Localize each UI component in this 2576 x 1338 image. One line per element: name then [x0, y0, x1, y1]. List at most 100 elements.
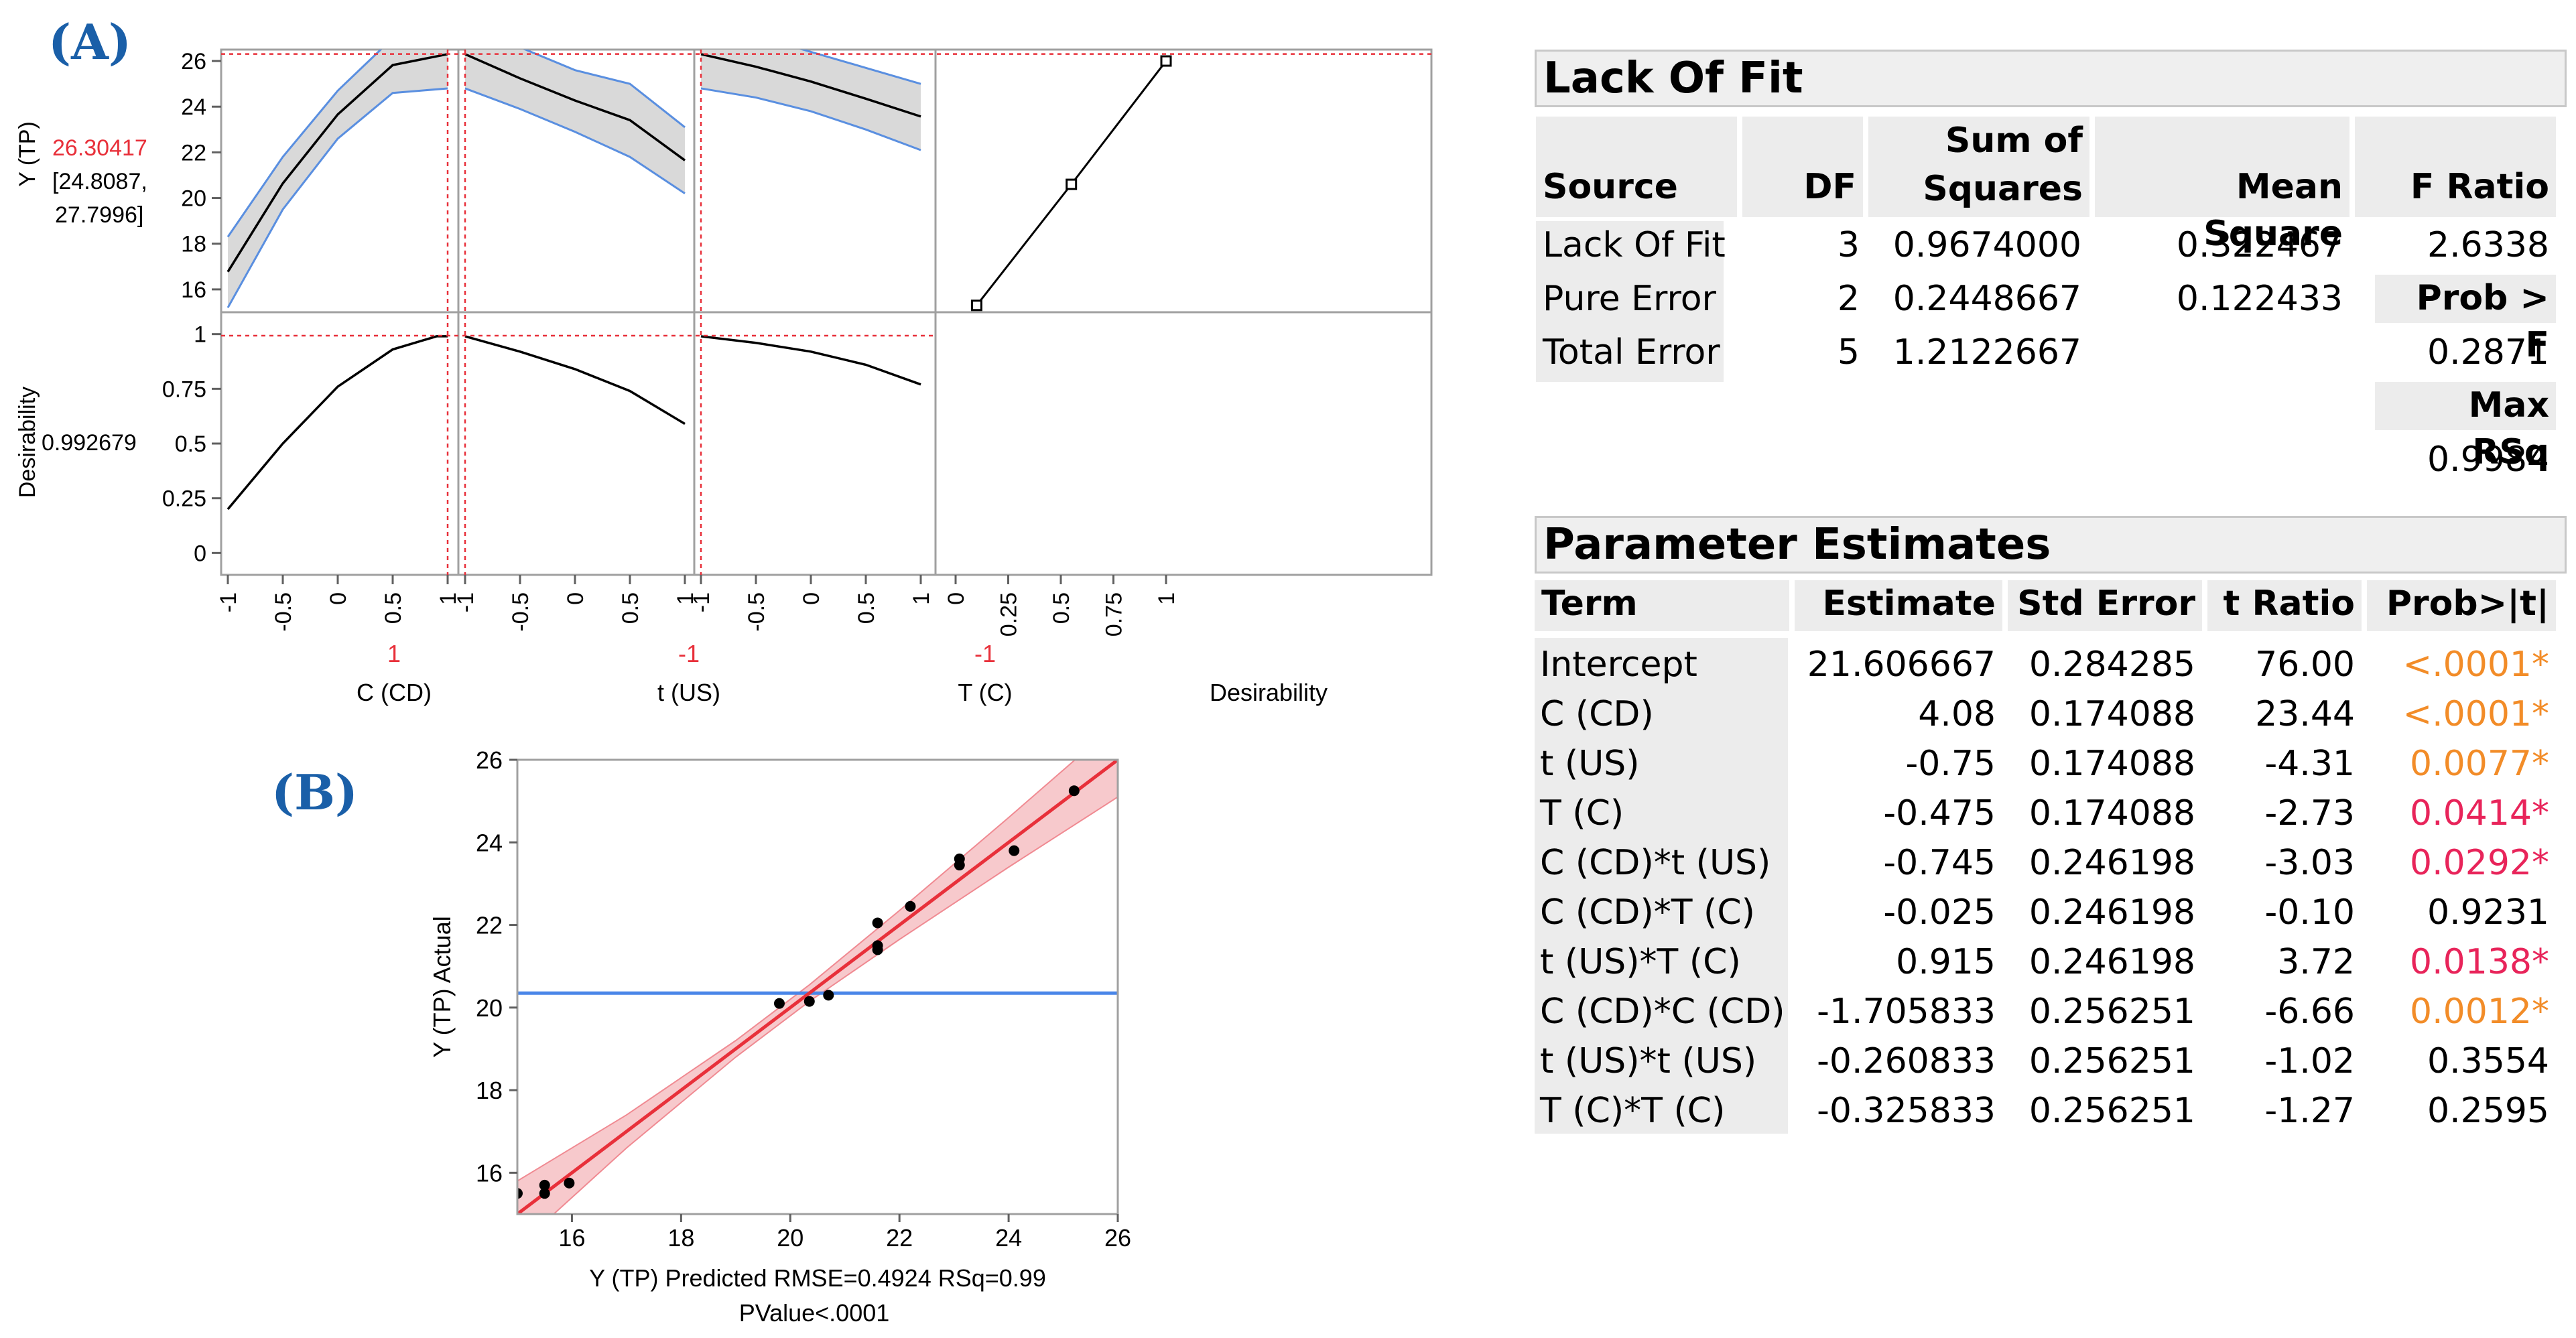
lof-row1-ms: 0.322467: [2176, 225, 2343, 265]
profiler-tp-tick-label: 22: [181, 140, 206, 165]
actual-by-predicted-plot: 16 18 20 22 24 26 16 18 20 22 24 26 Y (TP) Predicted…: [428, 746, 1131, 1327]
pe-row-4-se: 0.174088: [2028, 793, 2195, 833]
scatter-y-tick-label: 22: [476, 912, 503, 939]
lof-row2-df: 2: [1837, 279, 1860, 319]
pe-row-3-p: 0.0077*: [2410, 744, 2549, 784]
pe-row-1-estimate: 21.606667: [1807, 645, 1996, 685]
pe-row-7-t: 3.72: [2277, 942, 2355, 982]
profiler-x-tick-label: 1: [436, 592, 461, 605]
profiler-x-tick-label: 0.25: [996, 592, 1022, 637]
lack-of-fit-table: Lack Of Fit Source DF Sum of Squares Mea…: [1535, 50, 2567, 492]
scatter-y-label: Y (TP) Actual: [428, 916, 456, 1057]
pe-header-p: Prob>|t|: [2367, 580, 2556, 631]
scatter-y-tick-label: 18: [476, 1077, 503, 1104]
data-point: [1068, 785, 1080, 797]
profiler-ci-upper: [523, 50, 686, 129]
lof-source-shade: [1536, 221, 1724, 382]
desirability-handle[interactable]: [970, 299, 982, 312]
lof-header-f: F Ratio: [2355, 117, 2556, 217]
pe-row-4-term: T (C): [1540, 793, 1624, 833]
desirability-trace-1: [227, 335, 448, 511]
data-point: [954, 860, 965, 871]
pe-row-1-t: 76.00: [2255, 645, 2355, 685]
factor-name-temp: T (C): [958, 679, 1012, 706]
lof-row2-ss: 0.2448667: [1892, 279, 2081, 319]
profiler-x-tick-label: -1: [216, 592, 241, 612]
pe-row-6-estimate: -0.025: [1883, 892, 1996, 933]
data-point: [1009, 845, 1020, 856]
scatter-y-tick-label: 20: [476, 994, 503, 1022]
pe-row-2-se: 0.174088: [2028, 694, 2195, 734]
pe-row-6-se: 0.246198: [2028, 892, 2195, 933]
lof-row1-source: Lack Of Fit: [1543, 225, 1726, 265]
data-point: [823, 990, 834, 1001]
profiler-d-tick-label: 0: [194, 541, 206, 566]
pe-row-2-p: <.0001*: [2402, 694, 2549, 734]
pe-row-1-se: 0.284285: [2028, 645, 2195, 685]
lof-row2-ms: 0.122433: [2176, 279, 2343, 319]
scatter-x-label: Y (TP) Predicted RMSE=0.4924 RSq=0.99: [589, 1264, 1046, 1292]
lof-prob-f-value: 0.2871: [2427, 332, 2549, 373]
profiler-tp-tick-label: 20: [181, 186, 206, 212]
lof-header-df: DF: [1742, 117, 1863, 217]
profiler-tp-tick-label: 18: [181, 232, 206, 257]
pe-row-6-t: -0.10: [2264, 892, 2355, 933]
scatter-x-tick-label: 26: [1104, 1224, 1131, 1252]
pe-header-t: t Ratio: [2207, 580, 2362, 631]
pe-row-9-estimate: -0.260833: [1817, 1041, 1996, 1081]
pe-row-5-p: 0.0292*: [2410, 843, 2549, 883]
pe-row-10-se: 0.256251: [2028, 1091, 2195, 1131]
profiler-d-tick-label: 0.25: [162, 486, 206, 512]
lof-max-rsq-value: 0.9984: [2427, 440, 2549, 480]
pe-row-3-t: -4.31: [2264, 744, 2355, 784]
lof-row1-ss: 0.9674000: [1892, 225, 2081, 265]
profiler-d-label: Desirability: [15, 387, 40, 498]
pe-header-estimate: Estimate: [1795, 580, 2002, 631]
pe-row-7-p: 0.0138*: [2410, 942, 2549, 982]
parameter-estimates-title: Parameter Estimates: [1535, 516, 2567, 574]
profiler-x-tick-label: -1: [689, 592, 714, 612]
pe-row-3-se: 0.174088: [2028, 744, 2195, 784]
scatter-x-tick-label: 20: [777, 1224, 803, 1252]
profiler-x-tick-label: -0.5: [744, 592, 769, 632]
profiler-x-tick-label: 0.5: [1049, 592, 1074, 624]
lof-header-ss-line1: Sum of: [1945, 121, 2083, 161]
scatter-x-tick-label: 22: [886, 1224, 913, 1252]
factor-name-c: C (CD): [357, 679, 432, 706]
profiler-ci-upper: [227, 50, 383, 238]
profiler-ci-lower: [227, 87, 448, 308]
profiler-d-tick-label: 0.5: [175, 431, 206, 457]
pe-row-2-t: 23.44: [2255, 694, 2355, 734]
scatter-x-tick-label: 18: [667, 1224, 694, 1252]
pe-row-9-t: -1.02: [2264, 1041, 2355, 1081]
lof-header-ms: Mean Square: [2095, 117, 2349, 254]
desirability-handle[interactable]: [1066, 178, 1078, 190]
profiler-x-tick-label: 1: [673, 592, 698, 605]
profiler-x-tick-label: 1: [909, 592, 934, 605]
profiler-x-tick-label: -0.5: [271, 592, 296, 632]
profiler-x-tick-label: 0.5: [854, 592, 879, 624]
pe-row-1-term: Intercept: [1540, 645, 1697, 685]
factor-name-t: t (US): [657, 679, 720, 706]
profiler-trace-3: [700, 53, 921, 118]
profiler-x-tick-label: 1: [1154, 592, 1179, 605]
lof-header-ss: Sum of Squares: [1868, 117, 2089, 217]
factor-name-desirability: Desirability: [1210, 679, 1328, 706]
pe-row-8-se: 0.256251: [2028, 992, 2195, 1032]
pe-row-8-p: 0.0012*: [2410, 992, 2549, 1032]
scatter-frame: [516, 758, 1119, 1215]
lof-max-rsq-label: Max RSq: [2375, 382, 2556, 472]
pe-header-term: Term: [1535, 580, 1789, 631]
pe-row-8-estimate: -1.705833: [1817, 992, 1996, 1032]
profiler-x-tick-label: 0.5: [381, 592, 406, 624]
pe-row-7-estimate: 0.915: [1896, 942, 1996, 982]
pe-row-10-term: T (C)*T (C): [1540, 1091, 1726, 1131]
profiler-d-tick-label: 1: [194, 322, 206, 348]
desirability-handle[interactable]: [1160, 55, 1172, 67]
profiler-x-tick-label: -1: [453, 592, 478, 612]
lack-of-fit-title: Lack Of Fit: [1535, 50, 2567, 107]
pe-row-9-se: 0.256251: [2028, 1041, 2195, 1081]
scatter-y-tick-label: 24: [476, 829, 503, 856]
profiler-ci-band: [465, 50, 685, 194]
